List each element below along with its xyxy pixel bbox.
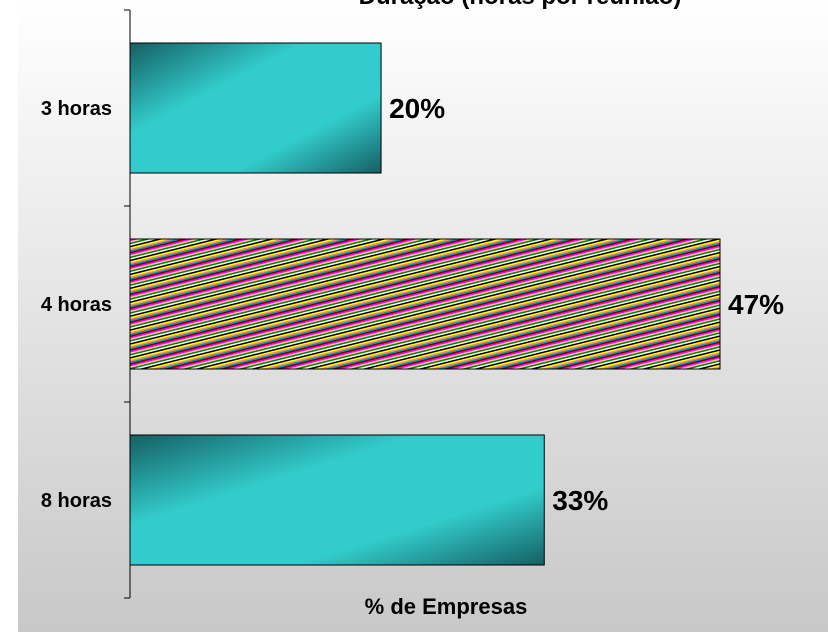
chart-title: Duração (horas por reunião) [359,0,682,10]
bars-group [129,42,721,566]
data-labels: 20% 47% 33% [389,93,784,516]
category-label: 8 horas [41,490,112,512]
bar-8-horas [129,434,545,566]
data-label: 33% [552,485,608,516]
category-label: 3 horas [41,98,112,120]
category-label: 4 horas [41,294,112,316]
data-label: 20% [389,93,445,124]
bar-3-horas [129,42,382,174]
data-label: 47% [728,289,784,320]
x-axis-label: % de Empresas [365,594,528,619]
bar-4-horas [129,238,721,370]
category-labels: 3 horas 4 horas 8 horas [41,98,112,512]
